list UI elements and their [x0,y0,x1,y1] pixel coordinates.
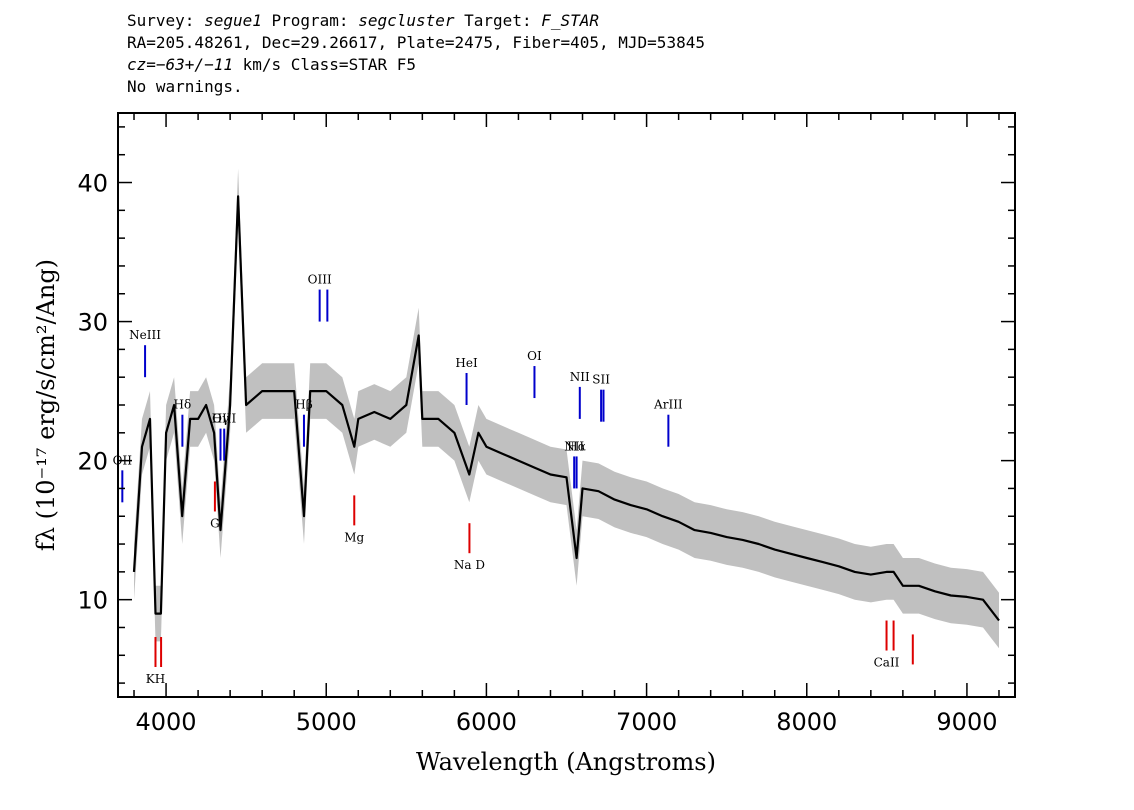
error-band [134,168,999,649]
header-line-coordinates: RA=205.48261, Dec=29.26617, Plate=2475, … [127,33,705,52]
header-line-redshift: cz=−63+/−11 km/s Class=STAR F5 [127,55,416,74]
emission-line-label: NII [564,439,584,453]
emission-line-label: NeIII [129,328,161,342]
y-tick-label: 10 [77,587,108,615]
spectrum-header: Survey: segue1 Program: segcluster Targe… [127,10,705,98]
emission-line-label: ArIII [653,398,683,412]
x-tick-label: 7000 [616,708,677,736]
x-tick-label: 9000 [936,708,997,736]
y-tick-label: 40 [77,170,108,198]
x-tick-label: 8000 [776,708,837,736]
header-line-survey: Survey: segue1 Program: segcluster Targe… [127,11,600,30]
y-tick-label: 30 [77,309,108,337]
emission-line-label: OIII [212,412,236,426]
y-tick-label: 20 [77,448,108,476]
absorption-line-label: KH [146,672,165,686]
absorption-line-label: Na D [454,558,485,572]
emission-line-label: SII [592,373,610,387]
x-tick-label: 5000 [296,708,357,736]
emission-line-label: OI [527,349,542,363]
y-axis-title: fλ (10⁻¹⁷ erg/s/cm²/Ang) [32,259,60,551]
x-tick-label: 6000 [456,708,517,736]
flux-line [132,195,1000,622]
error-band-layer [134,168,999,649]
x-tick-label: 4000 [136,708,197,736]
flux-series-layer [132,195,1000,622]
axis-ticks: 4000 5000 6000 7000 8000 9000 10 20 30 40 [77,113,1015,736]
emission-line-label: Hγ [212,412,230,426]
emission-line-label: HeI [455,356,478,370]
emission-line-label: NII [570,370,590,384]
header-line-warnings: No warnings. [127,77,243,96]
absorption-line-label: G [210,516,220,530]
absorption-line-label: Mg [344,530,364,544]
emission-line-label: Hα [567,439,586,453]
emission-line-label: Hδ [174,398,192,412]
absorption-line-label: CaII [874,656,900,670]
emission-line-label: OIII [308,273,332,287]
x-axis-title: Wavelength (Angstroms) [416,748,716,776]
